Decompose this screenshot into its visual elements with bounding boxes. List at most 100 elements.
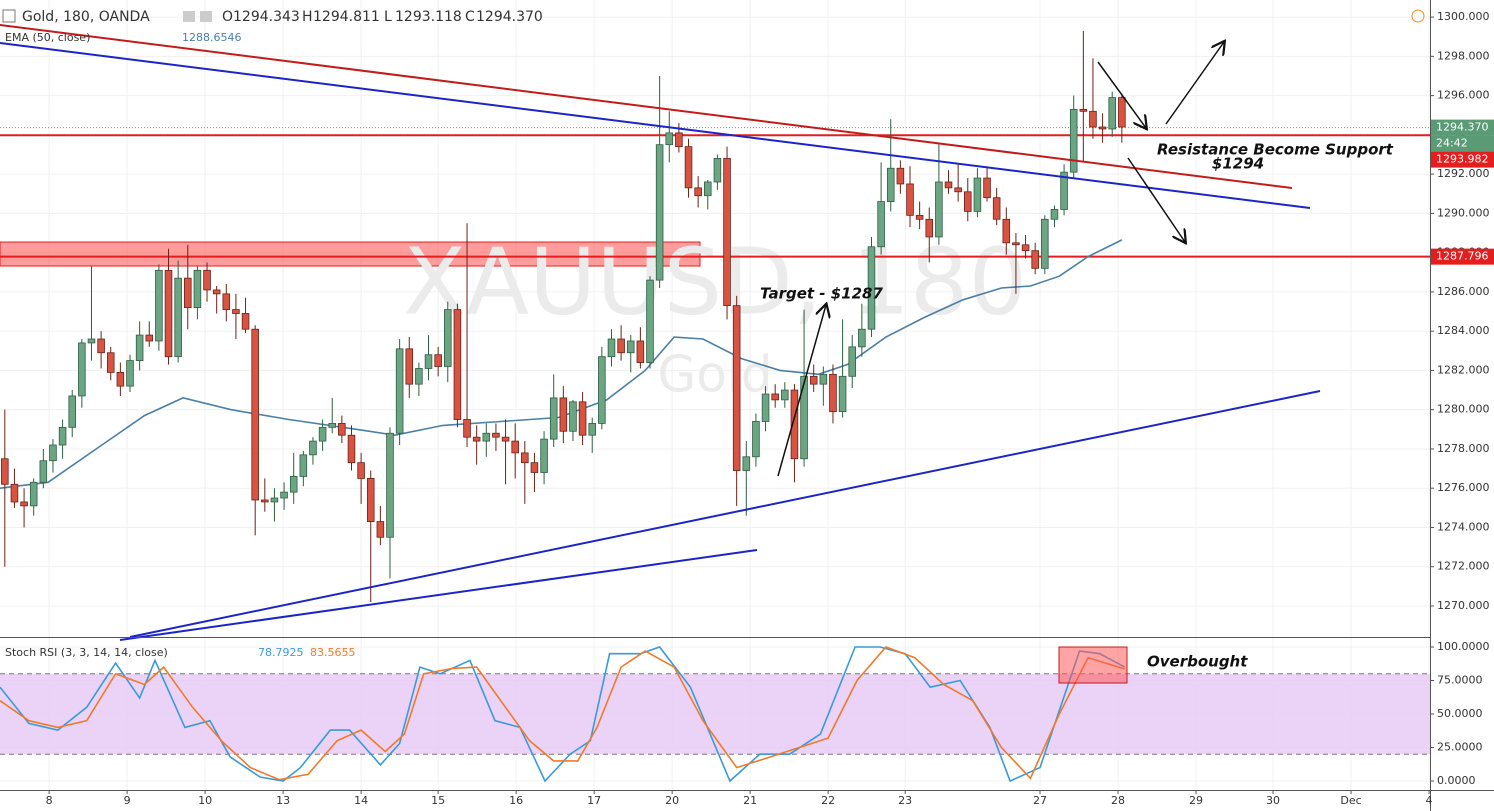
- candle-body: [135, 334, 144, 362]
- candle-body: [10, 483, 19, 503]
- candle-body: [1060, 171, 1068, 210]
- x-tick-label: 27: [1033, 794, 1047, 807]
- candle-body: [97, 338, 105, 354]
- candle-body: [761, 393, 770, 422]
- arrow: [1165, 42, 1224, 125]
- x-tick-label: 10: [198, 794, 212, 807]
- candle-body: [713, 158, 722, 183]
- y-tick-label: 1292.000: [1437, 167, 1490, 180]
- candle-body: [675, 132, 683, 148]
- candle-body: [376, 521, 385, 538]
- candle-body: [944, 181, 953, 189]
- candle-body: [472, 436, 481, 442]
- arrow: [1097, 61, 1146, 128]
- price-label-box: [1431, 151, 1494, 168]
- candle-body: [328, 423, 336, 428]
- watermark-sub: Gold: [658, 346, 773, 404]
- candle-body: [742, 456, 751, 471]
- ohlc-value: 1294.370: [476, 9, 543, 25]
- candle-body: [357, 462, 365, 479]
- candle-body: [636, 340, 645, 363]
- candle-body: [424, 354, 433, 369]
- candle-body: [935, 181, 943, 238]
- candle-body: [241, 313, 250, 330]
- candle-body: [578, 401, 587, 436]
- candle-body: [906, 183, 914, 216]
- candle-body: [106, 352, 115, 373]
- candle-body: [366, 477, 375, 522]
- ema-line: [0, 239, 1123, 489]
- collapse-icon[interactable]: [2, 9, 16, 23]
- candle-body: [68, 395, 76, 428]
- candle-body: [482, 432, 491, 442]
- settings-icon[interactable]: [200, 11, 212, 22]
- x-tick-label: 15: [431, 794, 445, 807]
- candle-body: [540, 438, 548, 473]
- candle-body: [771, 393, 779, 401]
- overbought-box: [1058, 646, 1128, 684]
- candle-body: [848, 346, 856, 377]
- candle-body: [492, 432, 500, 438]
- y-tick-label: 1300.000: [1437, 10, 1490, 23]
- symbol-title: Gold, 180, OANDA: [22, 9, 150, 25]
- x-tick-label: 23: [898, 794, 912, 807]
- candle-body: [511, 440, 519, 454]
- trend-line: [129, 390, 1321, 638]
- ohlc-name: C: [465, 9, 475, 25]
- ohlc-value: 1294.811: [313, 9, 380, 25]
- candle-body: [790, 389, 799, 460]
- candle-body: [434, 354, 442, 367]
- x-tick-label: 29: [1189, 794, 1203, 807]
- x-tick-label: 9: [124, 794, 131, 807]
- candle-body: [1041, 218, 1049, 269]
- candle-body: [569, 401, 577, 432]
- candle-body: [116, 371, 125, 387]
- candle-body: [126, 360, 134, 387]
- candle-body: [184, 277, 192, 309]
- candle-body: [261, 499, 269, 503]
- candle-body: [87, 338, 96, 344]
- x-tick-label: 14: [354, 794, 368, 807]
- candle-body: [973, 177, 982, 212]
- y-tick-label: 1278.000: [1437, 442, 1490, 455]
- candle-body: [896, 167, 905, 185]
- candle-body: [752, 421, 760, 458]
- candle-body: [347, 434, 356, 464]
- y-tick-label: 1298.000: [1437, 49, 1490, 62]
- x-tick-label: Dec: [1340, 794, 1361, 807]
- resistance-zone: [0, 241, 701, 267]
- x-tick-label: 22: [821, 794, 835, 807]
- candle-body: [289, 476, 298, 493]
- trend-line: [0, 42, 1311, 209]
- y-tick-label: 0.0000: [1437, 774, 1476, 787]
- candle-body: [626, 340, 635, 354]
- x-tick-label: 20: [665, 794, 679, 807]
- y-tick-label: 1274.000: [1437, 520, 1490, 533]
- candle-body: [588, 423, 596, 436]
- settings-icon[interactable]: [183, 11, 195, 22]
- x-tick-label: 8: [46, 794, 53, 807]
- candle-body: [704, 181, 712, 197]
- trend-line: [0, 24, 1293, 189]
- background: [0, 0, 1430, 790]
- y-tick-label: 1284.000: [1437, 324, 1490, 337]
- ohlc-name: O: [222, 9, 233, 25]
- candle-body: [270, 497, 279, 503]
- alert-icon[interactable]: [1411, 9, 1425, 23]
- y-tick-label: 1272.000: [1437, 560, 1490, 573]
- candle-body: [809, 375, 818, 385]
- marks: [0, 30, 1430, 783]
- indicator-title: EMA (50, close): [5, 31, 90, 44]
- candle-body: [858, 328, 866, 348]
- y-tick-label: 1280.000: [1437, 403, 1490, 416]
- trend-line: [119, 549, 758, 641]
- y-tick-label: 1270.000: [1437, 599, 1490, 612]
- annotation: Overbought: [1147, 653, 1248, 671]
- watermark: XAUUSD, 180: [403, 228, 1027, 335]
- candle-body: [415, 368, 423, 385]
- candle-body: [174, 277, 182, 358]
- indicator-value: 1288.6546: [182, 31, 242, 44]
- ohlc-name: L: [384, 9, 392, 25]
- candle-body: [463, 419, 471, 438]
